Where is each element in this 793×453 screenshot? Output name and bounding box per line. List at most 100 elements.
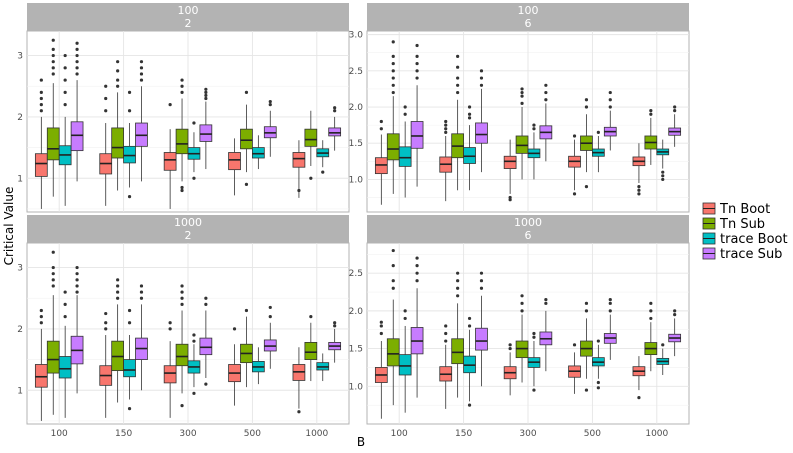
outlier-point [544, 301, 548, 305]
x-tick-label: 100 [391, 429, 408, 439]
legend-label: trace Boot [720, 232, 788, 247]
strip-label: 1000 [514, 216, 542, 229]
box-tn-boot [568, 343, 581, 394]
outlier-point [333, 109, 337, 113]
box-body [123, 145, 136, 164]
outlier-point [467, 324, 472, 328]
outlier-point [63, 66, 67, 70]
outlier-point [204, 296, 208, 300]
outlier-point [39, 321, 43, 325]
box-trace-boot [316, 353, 330, 382]
panel-strip [367, 215, 689, 243]
box-body [386, 338, 400, 367]
outlier-point [544, 98, 548, 102]
outlier-point [51, 272, 55, 276]
outlier-point [104, 327, 108, 331]
outlier-point [520, 94, 524, 98]
box-tn-sub [46, 38, 60, 197]
box-trace-boot [58, 290, 72, 418]
outlier-point [596, 386, 600, 390]
outlier-point [168, 103, 172, 107]
y-tick-label: 3 [17, 264, 23, 274]
box-tn-boot [292, 347, 306, 414]
box-body [163, 365, 177, 384]
outlier-point [75, 272, 79, 276]
box-tn-boot [503, 343, 517, 396]
outlier-point [321, 170, 325, 174]
outlier-point [444, 324, 448, 328]
outlier-point [673, 109, 677, 113]
outlier-point [204, 90, 208, 94]
box-tn-boot [228, 138, 241, 196]
outlier-point [268, 103, 272, 107]
outlier-point [391, 90, 395, 95]
y-tick-label: 3.0 [349, 31, 364, 41]
outlier-point [297, 188, 301, 193]
outlier-point [309, 176, 313, 180]
outlier-point [116, 60, 120, 64]
box-tn-sub [386, 248, 400, 406]
box-tn-sub [175, 78, 189, 193]
panel-strip [27, 215, 349, 243]
outlier-point [467, 112, 472, 116]
legend-item: trace Sub [702, 247, 782, 262]
outlier-point [139, 290, 144, 294]
outlier-point [637, 188, 641, 192]
outlier-point [309, 315, 313, 319]
box-tn-boot [632, 143, 646, 196]
box-trace-sub [135, 60, 148, 182]
outlier-point [415, 69, 419, 73]
outlier-point [391, 248, 395, 253]
outlier-point [204, 96, 208, 101]
outlier-point [584, 105, 589, 109]
outlier-point [608, 90, 612, 95]
box-trace-boot [527, 123, 541, 180]
y-tick-label: 3 [17, 52, 23, 62]
outlier-point [232, 327, 237, 331]
strip-label: 6 [525, 17, 532, 30]
box-body [46, 340, 60, 374]
outlier-point [379, 324, 383, 328]
outlier-point [75, 290, 79, 294]
outlier-point [479, 76, 484, 80]
outlier-point [415, 271, 419, 275]
outlier-point [444, 127, 448, 131]
outlier-point [467, 105, 472, 109]
outlier-point [39, 78, 43, 82]
outlier-point [204, 382, 208, 386]
outlier-point [479, 69, 484, 73]
box-body [175, 128, 189, 155]
box-trace-boot [656, 139, 670, 182]
outlier-point [637, 192, 641, 196]
box-trace-boot [187, 121, 201, 180]
panel-strip [367, 3, 689, 31]
box-trace-sub [668, 105, 682, 147]
box-tn-boot [374, 320, 388, 419]
box-body [251, 147, 265, 159]
box-body [34, 364, 48, 388]
box-body [46, 127, 60, 161]
x-tick-label: 150 [455, 429, 472, 439]
outlier-point [520, 101, 524, 105]
outlier-point [180, 302, 184, 306]
outlier-point [180, 90, 184, 94]
outlier-point [508, 343, 512, 347]
outlier-point [444, 339, 448, 343]
outlier-point [168, 327, 172, 331]
box-trace-sub [410, 43, 424, 187]
box-tn-boot [292, 140, 306, 198]
outlier-point [39, 90, 43, 94]
outlier-point [596, 130, 600, 134]
outlier-point [127, 407, 132, 411]
box-trace-boot [316, 140, 330, 174]
box-body [70, 121, 84, 152]
box-body [228, 152, 241, 171]
y-tick-label: 1.5 [349, 345, 363, 355]
outlier-point [661, 174, 665, 178]
outlier-point [333, 106, 337, 110]
outlier-point [649, 301, 653, 305]
strip-label: 1000 [174, 216, 202, 229]
outlier-point [39, 109, 43, 113]
outlier-point [75, 53, 79, 58]
